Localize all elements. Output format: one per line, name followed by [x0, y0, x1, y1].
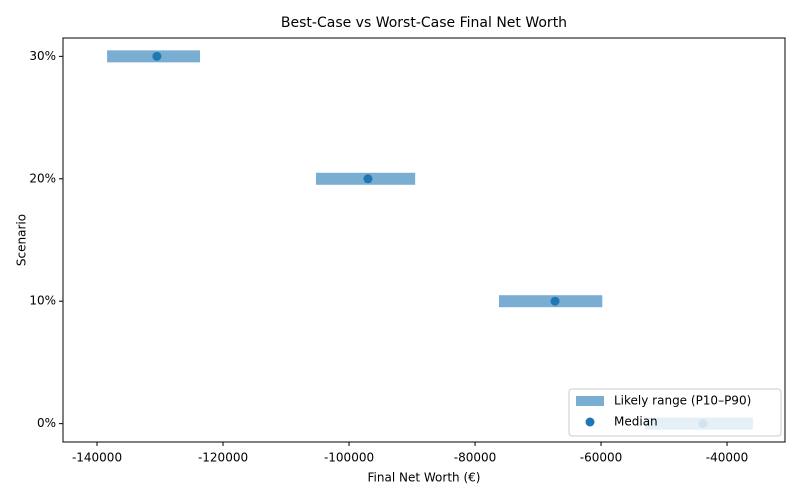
- x-tick-label: -120000: [198, 451, 248, 465]
- legend-box: [568, 388, 782, 437]
- y-tick-label: 0%: [37, 416, 56, 430]
- y-tick-label: 10%: [29, 294, 56, 308]
- y-tick-label: 20%: [29, 171, 56, 185]
- y-axis-label: Scenario: [15, 214, 29, 266]
- median-dot: [550, 296, 560, 306]
- x-tick-label: -140000: [72, 451, 122, 465]
- median-dot: [363, 174, 373, 184]
- chart-title: Best-Case vs Worst-Case Final Net Worth: [281, 15, 567, 31]
- median-dot: [152, 51, 162, 61]
- legend-swatch: [585, 417, 595, 427]
- legend-swatch: [576, 396, 604, 406]
- legend-label: Likely range (P10–P90): [614, 394, 751, 408]
- plot-frame: [62, 37, 786, 443]
- legend-label: Median: [614, 415, 658, 429]
- x-tick-label: -40000: [706, 451, 749, 465]
- x-axis-label: Final Net Worth (€): [368, 471, 481, 485]
- y-tick-label: 30%: [29, 49, 56, 63]
- x-tick-label: -80000: [454, 451, 497, 465]
- x-tick-label: -60000: [580, 451, 623, 465]
- x-tick-label: -100000: [324, 451, 374, 465]
